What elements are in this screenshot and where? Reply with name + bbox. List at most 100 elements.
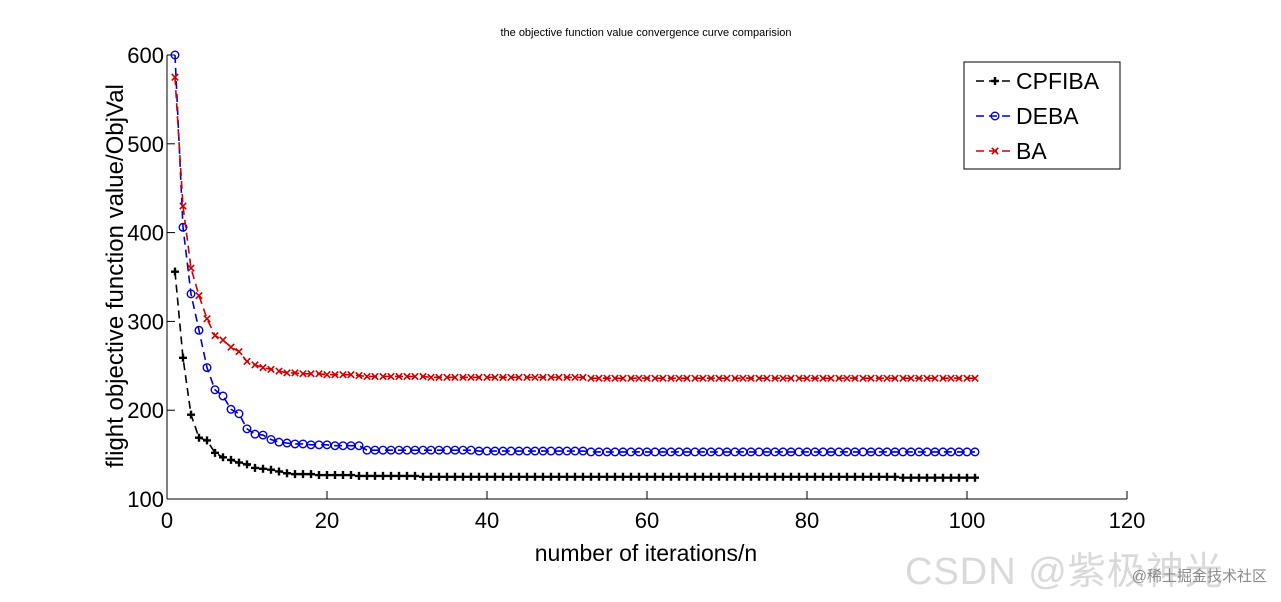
data-point-cpfiba: [627, 472, 635, 481]
x-tick-label: 0: [161, 508, 173, 533]
data-point-ba: [267, 365, 275, 374]
y-tick-label: 100: [127, 487, 164, 512]
data-point-ba: [731, 374, 739, 382]
data-point-cpfiba: [667, 472, 675, 481]
data-point-cpfiba: [259, 464, 267, 473]
data-point-ba: [219, 336, 227, 344]
data-point-deba: [354, 441, 364, 451]
data-point-deba: [194, 325, 204, 335]
watermark-text: CSDN @紫极神光: [905, 551, 1224, 593]
data-point-ba: [211, 331, 219, 340]
data-point-cpfiba: [243, 460, 251, 469]
data-point-cpfiba: [851, 472, 859, 481]
legend-marker-cpfiba: [991, 77, 999, 85]
data-point-cpfiba: [883, 472, 891, 481]
data-point-ba: [931, 374, 939, 382]
data-point-ba: [411, 372, 419, 381]
data-point-cpfiba: [643, 472, 651, 481]
data-point-ba: [251, 361, 259, 369]
data-point-deba: [186, 289, 196, 299]
data-point-ba: [499, 373, 507, 382]
legend-label-deba: DEBA: [1016, 103, 1079, 129]
data-point-cpfiba: [451, 472, 459, 481]
data-point-cpfiba: [803, 472, 811, 481]
data-point-cpfiba: [403, 471, 411, 480]
data-point-cpfiba: [315, 471, 323, 480]
data-point-cpfiba: [179, 353, 187, 362]
y-axis-label: flight objective function value/ObjVal: [102, 84, 129, 468]
data-point-ba: [187, 264, 195, 272]
data-point-ba: [331, 370, 339, 379]
data-point-ba: [707, 374, 715, 382]
data-point-cpfiba: [915, 473, 923, 482]
data-point-deba: [266, 435, 276, 445]
x-tick-label: 40: [475, 508, 499, 533]
data-point-deba: [362, 445, 372, 455]
data-point-cpfiba: [331, 471, 339, 480]
data-point-cpfiba: [283, 469, 291, 478]
data-point-ba: [715, 374, 723, 382]
x-tick-label: 120: [1109, 508, 1146, 533]
legend-marker-deba: [990, 111, 1000, 121]
data-point-ba: [587, 374, 595, 382]
series-cpfiba: [171, 267, 979, 482]
data-point-ba: [643, 374, 651, 382]
data-point-cpfiba: [963, 473, 971, 482]
data-point-ba: [819, 374, 827, 382]
series-line-ba: [174, 77, 975, 380]
data-point-ba: [459, 373, 467, 382]
data-point-ba: [555, 373, 563, 382]
data-point-cpfiba: [675, 472, 683, 481]
data-point-cpfiba: [859, 472, 867, 481]
data-point-ba: [371, 372, 379, 381]
axes: 0 20 40 60 80 100 120 100 200 300 400 500 600: [127, 43, 1145, 533]
data-point-cpfiba: [371, 471, 379, 480]
data-point-cpfiba: [683, 472, 691, 481]
data-point-ba: [467, 373, 475, 382]
data-point-ba: [363, 372, 371, 381]
data-point-cpfiba: [347, 471, 355, 480]
data-point-cpfiba: [307, 470, 315, 479]
data-point-ba: [227, 343, 235, 351]
data-point-ba: [379, 372, 387, 381]
series-deba: [170, 50, 980, 457]
data-point-ba: [291, 369, 299, 377]
data-point-deba: [274, 437, 284, 447]
data-point-cpfiba: [795, 472, 803, 481]
data-point-cpfiba: [739, 472, 747, 481]
data-point-ba: [771, 374, 779, 382]
data-point-cpfiba: [547, 472, 555, 481]
data-point-ba: [419, 372, 427, 381]
data-point-cpfiba: [955, 473, 963, 482]
data-point-ba: [619, 374, 627, 382]
data-point-ba: [859, 374, 867, 382]
data-point-cpfiba: [923, 473, 931, 482]
data-point-ba: [811, 374, 819, 382]
data-point-ba: [483, 373, 491, 382]
data-point-ba: [803, 374, 811, 382]
data-point-cpfiba: [251, 463, 259, 472]
data-point-cpfiba: [899, 473, 907, 482]
data-point-deba: [210, 385, 220, 395]
data-point-ba: [307, 370, 315, 378]
data-point-ba: [923, 374, 931, 382]
data-point-ba: [531, 373, 539, 382]
data-point-ba: [611, 374, 619, 382]
legend-label-ba: BA: [1016, 138, 1047, 164]
data-point-cpfiba: [507, 472, 515, 481]
data-point-ba: [723, 374, 731, 382]
data-point-ba: [675, 374, 683, 382]
data-point-cpfiba: [651, 472, 659, 481]
data-point-ba: [659, 374, 667, 382]
data-point-ba: [403, 372, 411, 381]
data-point-ba: [179, 202, 187, 210]
data-point-cpfiba: [515, 472, 523, 481]
data-point-cpfiba: [867, 472, 875, 481]
data-point-ba: [883, 374, 891, 382]
data-point-deba: [242, 424, 252, 434]
data-point-ba: [867, 374, 875, 382]
data-point-ba: [283, 369, 291, 377]
data-point-cpfiba: [395, 471, 403, 480]
data-point-cpfiba: [611, 472, 619, 481]
data-point-cpfiba: [459, 472, 467, 481]
